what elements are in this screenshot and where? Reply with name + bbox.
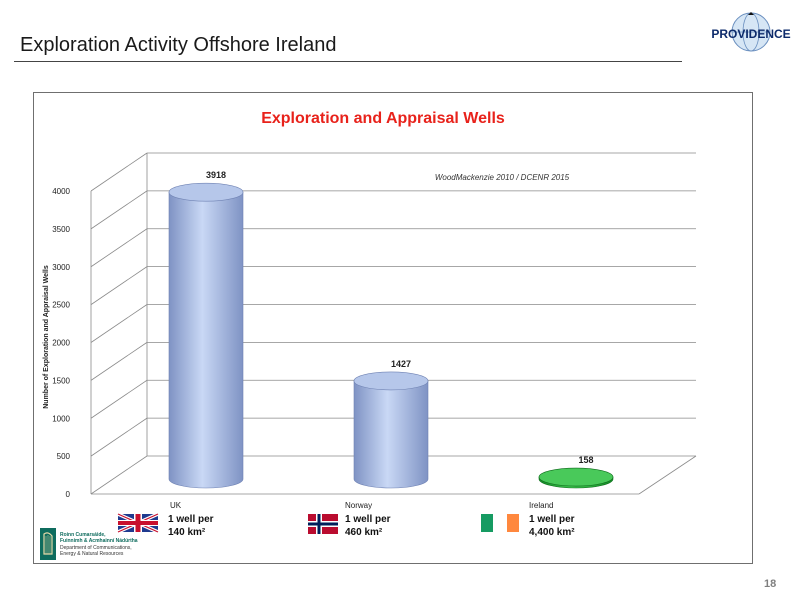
bar-top-uk xyxy=(168,182,244,202)
data-labels: 3918 1427 158 xyxy=(206,170,594,465)
y-tick-label: 2000 xyxy=(52,339,70,348)
bar-top-ireland xyxy=(538,467,614,487)
gridline-diagonal xyxy=(90,379,148,419)
density-legend: 1 well per 140 km² 1 well per 460 km² 1 well… xyxy=(117,512,575,538)
gridline-diagonal xyxy=(90,190,148,230)
y-tick-label: 3500 xyxy=(52,225,70,234)
category-label-uk: UK xyxy=(170,501,182,510)
bar-chart: 0 500 1000 1500 2000 2500 3000 3500 4000 3918 142… xyxy=(43,110,697,538)
page-number: 18 xyxy=(764,578,777,590)
y-tick-label: 2500 xyxy=(52,301,70,310)
uk-flag-icon xyxy=(117,512,159,534)
density-line-1-ireland: 1 well per xyxy=(529,514,575,525)
department-line-2: Fuinnimh & Acmhainní Nádúrtha xyxy=(60,538,138,544)
department-line-4: Energy & Natural Resources xyxy=(60,551,124,557)
gridline-diagonal xyxy=(90,228,148,268)
y-axis-label: Number of Exploration and Appraisal Well… xyxy=(43,265,50,409)
density-line-1-uk: 1 well per xyxy=(168,514,214,525)
y-tick-label: 4000 xyxy=(52,187,70,196)
slide-title: Exploration Activity Offshore Ireland xyxy=(20,34,337,56)
y-tick-label: 500 xyxy=(57,452,71,461)
ireland-flag-icon xyxy=(481,514,519,532)
gridline-diagonal xyxy=(90,342,148,381)
category-label-ireland: Ireland xyxy=(529,501,553,510)
harp-icon xyxy=(40,528,56,560)
density-line-2-uk: 140 km² xyxy=(168,527,206,538)
y-tick-label: 3000 xyxy=(52,263,70,272)
title-divider xyxy=(14,61,682,62)
chart-title: Exploration and Appraisal Wells xyxy=(261,110,505,127)
bar-norway xyxy=(353,380,429,489)
chart-frame: 0 500 1000 1500 2000 2500 3000 3500 4000 3918 142… xyxy=(33,92,753,564)
density-line-2-norway: 460 km² xyxy=(345,527,383,538)
category-labels: UK Norway Ireland xyxy=(170,501,553,510)
gridline-diagonal xyxy=(90,266,148,305)
gridline-diagonal xyxy=(90,304,148,343)
providence-logo: PROVIDENCE xyxy=(708,12,794,52)
y-tick-labels: 0 500 1000 1500 2000 2500 3000 3500 4000 xyxy=(52,187,70,499)
globe-icon xyxy=(731,12,771,52)
axes xyxy=(90,153,697,495)
source-note: WoodMackenzie 2010 / DCENR 2015 xyxy=(435,173,570,182)
y-tick-label: 1500 xyxy=(52,376,70,385)
logo-text: PROVIDENCE xyxy=(711,27,791,41)
data-label-ireland: 158 xyxy=(578,455,593,465)
data-label-uk: 3918 xyxy=(206,170,226,180)
bar-top-norway xyxy=(353,371,429,391)
category-label-norway: Norway xyxy=(345,501,372,510)
y-tick-label: 1000 xyxy=(52,414,70,423)
density-line-2-ireland: 4,400 km² xyxy=(529,527,575,538)
floor-edge xyxy=(638,455,697,495)
gridline-diagonal xyxy=(90,455,148,495)
bar-uk xyxy=(168,191,244,489)
gridline-diagonal xyxy=(90,417,148,457)
data-label-norway: 1427 xyxy=(391,359,411,369)
bars xyxy=(168,182,614,489)
department-logo: Roinn Cumarsáide, Fuinnimh & Acmhainní N… xyxy=(40,528,200,562)
department-line-3: Department of Communications, xyxy=(60,545,132,551)
norway-flag-icon xyxy=(308,514,338,534)
department-line-1: Roinn Cumarsáide, xyxy=(60,532,106,538)
gridline-diagonal xyxy=(90,152,148,192)
density-line-1-norway: 1 well per xyxy=(345,514,391,525)
y-tick-label: 0 xyxy=(66,490,71,499)
